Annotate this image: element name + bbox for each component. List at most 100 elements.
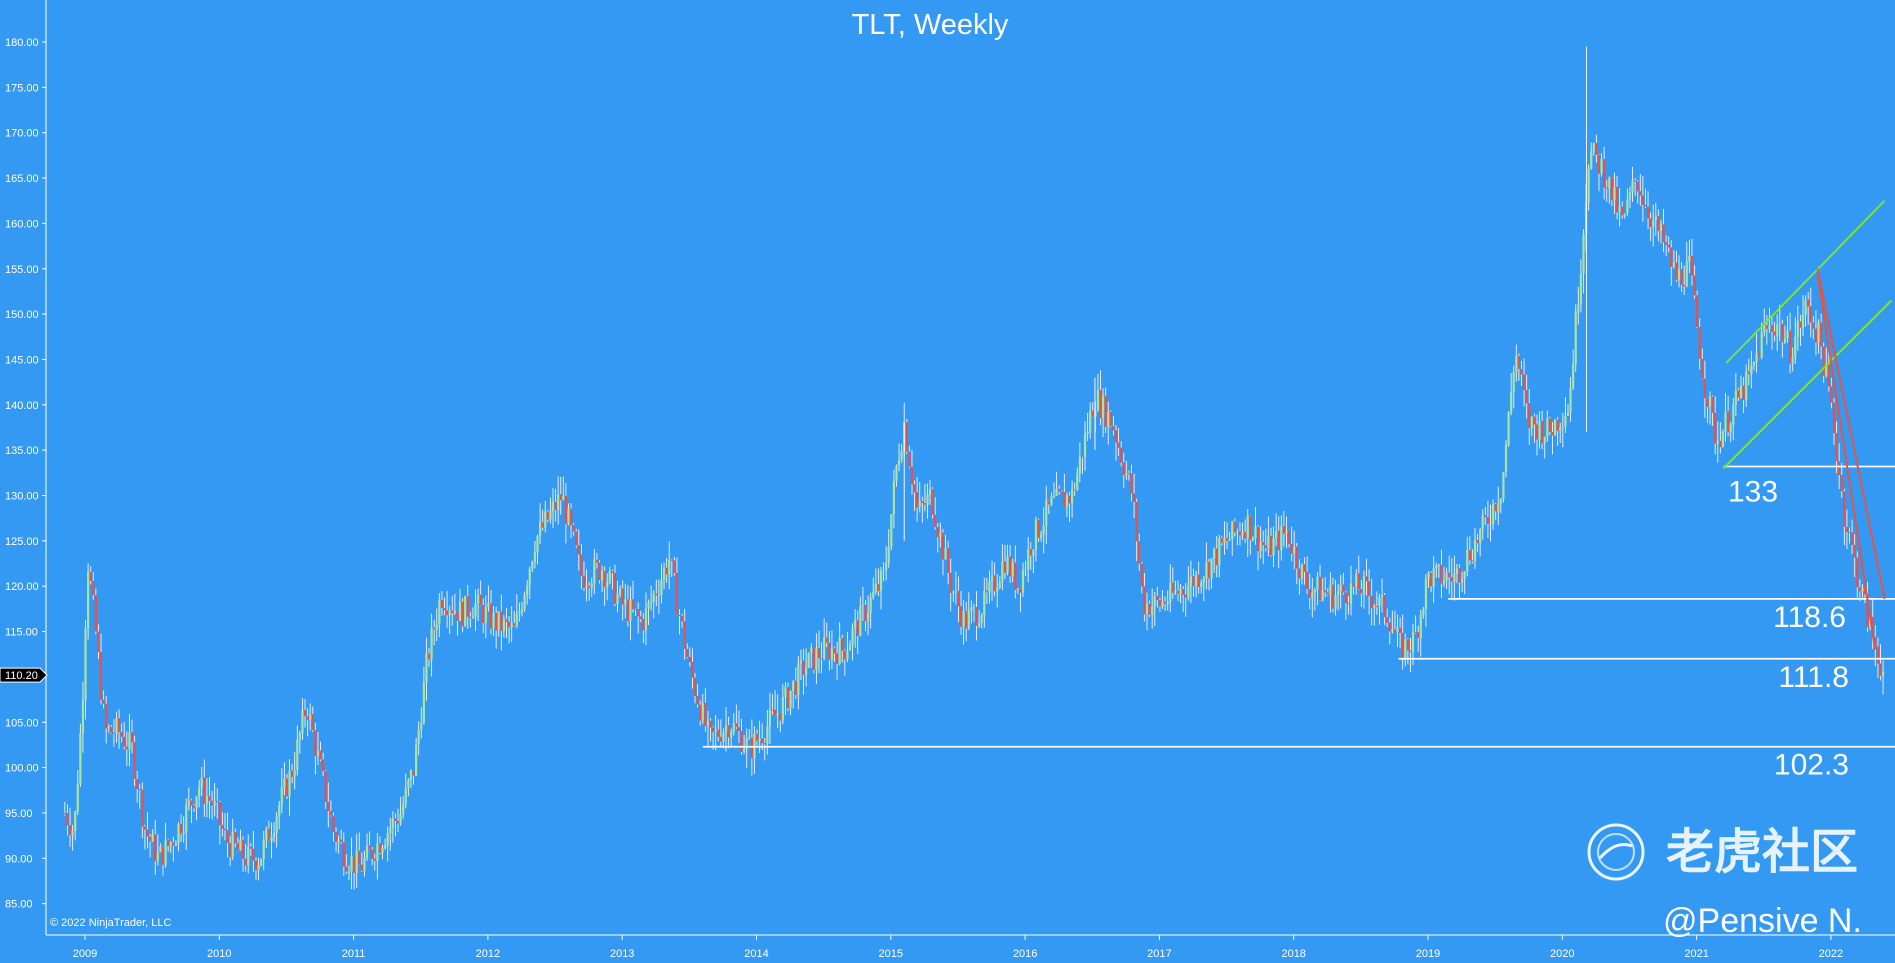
candle-body bbox=[438, 599, 441, 625]
candle-body bbox=[399, 814, 402, 824]
candle-body bbox=[1344, 592, 1347, 604]
candle-body bbox=[536, 536, 539, 553]
candle-body bbox=[1621, 206, 1624, 215]
watermark-handle: @Pensive N. bbox=[1663, 902, 1862, 940]
candle-body bbox=[983, 590, 986, 616]
candle-body bbox=[828, 642, 831, 660]
support-level-label: 133 bbox=[1728, 475, 1778, 508]
candle-body bbox=[621, 588, 624, 605]
candle-body bbox=[985, 590, 988, 593]
candle-body bbox=[1347, 603, 1350, 605]
candle-body bbox=[1215, 548, 1218, 566]
candle-body bbox=[835, 653, 839, 664]
candle-body bbox=[1525, 390, 1528, 404]
candle-body bbox=[1812, 322, 1815, 329]
candle-body bbox=[394, 818, 397, 821]
candle-body bbox=[1716, 440, 1719, 444]
candle-body bbox=[1120, 447, 1123, 463]
candle-body bbox=[957, 590, 960, 607]
candle-body bbox=[1600, 158, 1603, 174]
candle-body bbox=[732, 723, 735, 732]
candle-body bbox=[1548, 418, 1552, 432]
candle-body bbox=[1721, 431, 1725, 448]
candle-body bbox=[1109, 411, 1112, 427]
candle-body bbox=[1667, 244, 1670, 248]
candle-body bbox=[1639, 191, 1642, 196]
candle-body bbox=[562, 495, 565, 501]
candle-body bbox=[507, 621, 511, 628]
candle-body bbox=[1324, 590, 1327, 593]
candle-body bbox=[569, 508, 573, 525]
candle-body bbox=[802, 660, 805, 676]
candle-body bbox=[1386, 617, 1389, 623]
candle-body bbox=[198, 787, 201, 797]
candle-body bbox=[978, 622, 981, 626]
candle-body bbox=[244, 858, 247, 866]
candle-body bbox=[740, 731, 743, 752]
candle-body bbox=[533, 552, 537, 562]
candle-body bbox=[990, 575, 994, 582]
candle-body bbox=[1099, 389, 1102, 419]
candle-body bbox=[518, 611, 521, 614]
candle-body bbox=[1626, 199, 1629, 214]
candle-body bbox=[1132, 493, 1136, 502]
candle-body bbox=[1830, 386, 1833, 403]
candle-body bbox=[887, 546, 890, 563]
candle-body bbox=[482, 605, 485, 623]
candle-body bbox=[1122, 462, 1125, 476]
candle-body bbox=[1623, 213, 1626, 215]
candle-body bbox=[1063, 492, 1066, 508]
candle-body bbox=[1339, 584, 1342, 592]
candle-body bbox=[892, 481, 895, 515]
candle-body bbox=[642, 619, 645, 631]
candle-body bbox=[1652, 220, 1655, 228]
candle-body bbox=[580, 554, 583, 576]
y-tick-label: 95.00 bbox=[5, 808, 33, 820]
candle-body bbox=[1556, 419, 1559, 431]
candle-body bbox=[854, 620, 857, 629]
candle-body bbox=[554, 501, 557, 511]
candle-body bbox=[280, 787, 283, 806]
candle-body bbox=[1597, 154, 1601, 174]
candle-body bbox=[549, 510, 552, 520]
candle-body bbox=[409, 770, 413, 781]
candle-body bbox=[1352, 583, 1355, 587]
candle-body bbox=[1259, 542, 1262, 552]
candle-body bbox=[965, 610, 968, 629]
candle-body bbox=[794, 680, 797, 695]
candle-body bbox=[959, 606, 963, 627]
candle-body bbox=[1543, 436, 1546, 444]
candle-body bbox=[1497, 503, 1500, 512]
candle-body bbox=[681, 615, 684, 622]
candle-body bbox=[151, 834, 154, 842]
candle-body bbox=[1254, 526, 1257, 539]
candle-body bbox=[1016, 588, 1019, 590]
y-tick-label: 105.00 bbox=[5, 717, 39, 729]
candle-body bbox=[1047, 500, 1050, 505]
candle-body bbox=[1863, 587, 1867, 595]
y-tick-label: 100.00 bbox=[5, 763, 39, 775]
candle-body bbox=[1225, 538, 1229, 541]
candle-body bbox=[360, 864, 363, 871]
candle-body bbox=[1791, 357, 1794, 364]
candle-body bbox=[1786, 330, 1789, 339]
candle-body bbox=[1231, 521, 1234, 540]
candle-body bbox=[980, 615, 983, 623]
candle-body bbox=[830, 648, 834, 660]
candle-body bbox=[1476, 539, 1479, 544]
candle-body bbox=[218, 802, 221, 826]
candle-body bbox=[1690, 255, 1694, 276]
candle-body bbox=[221, 825, 224, 829]
candle-body bbox=[1192, 576, 1195, 587]
candle-body bbox=[200, 777, 203, 788]
candle-body bbox=[634, 608, 637, 610]
y-tick-label: 130.00 bbox=[5, 491, 39, 503]
candle-body bbox=[1355, 573, 1358, 587]
candle-body bbox=[1083, 433, 1087, 458]
candle-body bbox=[1605, 187, 1608, 189]
candle-body bbox=[1148, 603, 1151, 615]
candle-body bbox=[107, 726, 110, 729]
candle-body bbox=[1078, 456, 1081, 474]
candle-body bbox=[1499, 498, 1502, 504]
